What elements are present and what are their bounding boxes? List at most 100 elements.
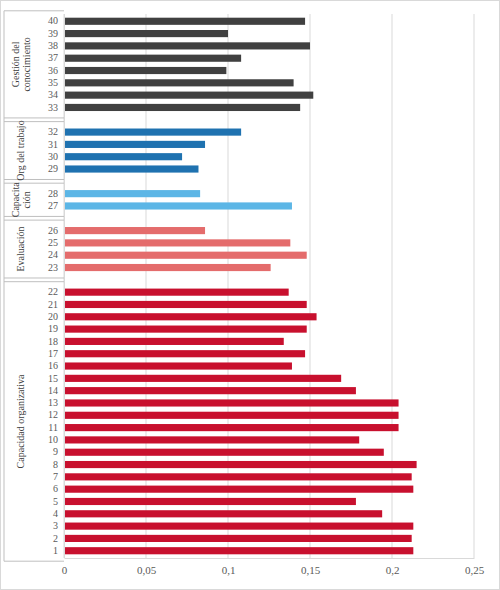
x-tick-label: 0,15 [301, 564, 321, 576]
y-tick: 12 [48, 409, 64, 420]
group-separator [4, 10, 64, 11]
bar [64, 461, 417, 468]
bar [64, 313, 317, 320]
y-tick: 18 [48, 336, 64, 347]
y-tick: 22 [48, 286, 64, 297]
y-tick-label: 12 [48, 409, 58, 420]
grid [64, 14, 474, 558]
y-tick: 3 [53, 520, 64, 531]
bar [64, 498, 356, 505]
bar [64, 350, 305, 357]
y-tick-label: 23 [48, 262, 58, 273]
y-tick-label: 32 [48, 126, 58, 137]
bar [64, 104, 300, 111]
y-tick: 31 [48, 139, 64, 150]
bar [64, 79, 294, 86]
y-tick: 14 [48, 385, 64, 396]
y-tick-label: 31 [48, 139, 58, 150]
group-label: Evaluación [15, 227, 26, 272]
y-tick: 19 [48, 323, 64, 334]
group-label-line: Capacita [10, 182, 21, 218]
y-tick-label: 4 [53, 508, 58, 519]
y-tick: 35 [48, 77, 64, 88]
bar [64, 535, 412, 542]
bar [64, 387, 356, 394]
x-axis-line [65, 558, 475, 559]
bar [64, 202, 292, 209]
group-separator [4, 281, 64, 282]
bar [64, 264, 271, 271]
chart-frame [1, 1, 500, 590]
group-label: Capacidad organizativa [15, 374, 26, 469]
y-tick: 4 [53, 508, 64, 519]
group-label-line: Gestión del [10, 41, 21, 87]
bar [64, 141, 205, 148]
y-tick-label: 33 [48, 102, 58, 113]
bar [64, 338, 284, 345]
y-tick: 2 [53, 533, 64, 544]
group-separator [4, 561, 64, 562]
group-label: Gestión delconocimiento [10, 37, 32, 91]
y-tick: 38 [48, 40, 64, 51]
y-axis: 1234567891011121314151617181920212223242… [48, 14, 65, 558]
y-tick-label: 35 [48, 77, 58, 88]
bar [64, 412, 399, 419]
group-labels: Capacidad organizativa Evaluación Capacita… [4, 11, 64, 561]
group-bracket [4, 11, 5, 561]
y-tick-label: 29 [48, 163, 58, 174]
group-separator [4, 121, 64, 122]
x-tick-label: 0,1 [222, 564, 236, 576]
y-tick-label: 8 [53, 459, 58, 470]
y-tick-label: 40 [48, 15, 58, 26]
y-tick: 33 [48, 102, 64, 113]
group-label-line: Org del trabajo [15, 120, 26, 180]
y-tick: 7 [53, 471, 64, 482]
y-tick-label: 14 [48, 385, 58, 396]
y-tick-label: 22 [48, 286, 58, 297]
y-tick: 36 [48, 65, 64, 76]
bar [64, 67, 226, 74]
bar [64, 252, 307, 259]
y-tick: 23 [48, 262, 64, 273]
y-tick-label: 26 [48, 225, 58, 236]
x-tick: 0,2 [386, 558, 400, 576]
y-tick-label: 6 [53, 483, 58, 494]
bar [64, 239, 290, 246]
bar [64, 523, 413, 530]
y-tick-label: 28 [48, 188, 58, 199]
group-separator [4, 220, 64, 221]
x-tick-label: 0,25 [465, 564, 485, 576]
y-tick-label: 1 [53, 545, 58, 556]
x-tick-label: 0,2 [386, 564, 400, 576]
group-separator [4, 179, 64, 180]
y-tick-label: 36 [48, 65, 58, 76]
bar [64, 449, 384, 456]
group-label: Org del trabajo [15, 120, 26, 180]
bar [64, 301, 307, 308]
y-tick: 39 [48, 28, 64, 39]
y-tick-label: 39 [48, 28, 58, 39]
y-tick-label: 25 [48, 237, 58, 248]
y-tick: 27 [48, 200, 64, 211]
y-tick: 11 [48, 422, 64, 433]
bar [64, 190, 200, 197]
y-tick: 1 [53, 545, 64, 556]
y-tick: 6 [53, 483, 64, 494]
bar [64, 165, 198, 172]
bar [64, 18, 305, 25]
y-axis-line [64, 14, 65, 558]
bar [64, 362, 292, 369]
bar [64, 55, 241, 62]
y-tick-label: 16 [48, 360, 58, 371]
bar [64, 473, 412, 480]
bar [64, 92, 313, 99]
group-label: Capacitación [10, 182, 32, 218]
y-tick-label: 34 [48, 89, 58, 100]
y-tick: 28 [48, 188, 64, 199]
group-separator [4, 117, 64, 118]
x-tick: 0,1 [222, 558, 236, 576]
y-tick: 25 [48, 237, 64, 248]
y-tick: 13 [48, 397, 64, 408]
y-tick-label: 5 [53, 496, 58, 507]
group-label-line: conocimiento [21, 37, 32, 91]
